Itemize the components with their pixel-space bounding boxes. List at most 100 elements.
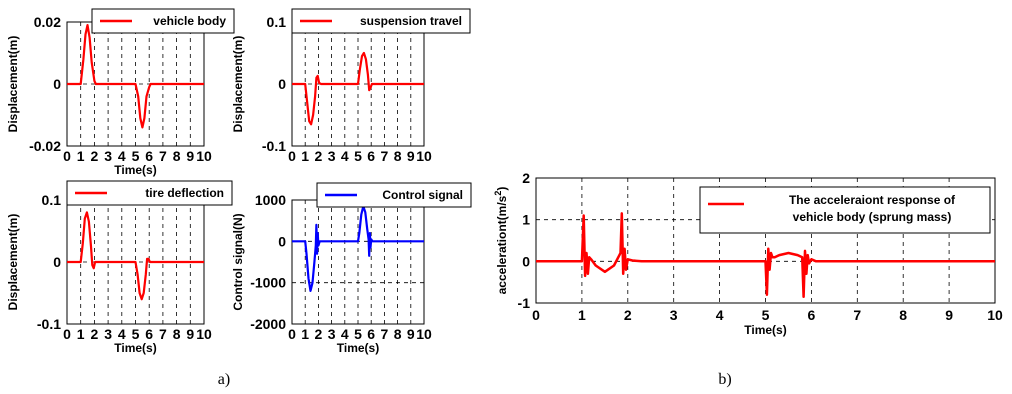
chart-panel-a-top-right: 0 1 2 3 4 5 6 7 8 9 10-0.100.1Displacement(m)suspe… <box>231 8 471 164</box>
x-tick-label: 1 <box>301 326 309 342</box>
x-tick-label: 5 <box>762 307 770 323</box>
y-tick-label: 0.1 <box>267 14 287 30</box>
legend-label: The acceleraiont response of <box>789 193 956 207</box>
y-tick-label: -0.1 <box>37 316 61 332</box>
x-tick-label: 2 <box>624 307 632 323</box>
y-tick-label: 1 <box>522 212 530 228</box>
x-axis-label: Time(s) <box>744 323 786 337</box>
x-tick-label: 4 <box>341 326 349 342</box>
legend: suspension travel <box>291 8 471 34</box>
y-tick-label: 1000 <box>255 192 286 208</box>
y-tick-label: -1 <box>518 295 531 311</box>
x-tick-label: 8 <box>394 326 402 342</box>
x-tick-label: 4 <box>341 148 349 164</box>
y-tick-label: 0 <box>278 76 286 92</box>
x-tick-label: 9 <box>186 326 194 342</box>
x-tick-label: 0 <box>63 326 71 342</box>
legend-label: suspension travel <box>360 14 462 28</box>
x-axis-label: Time(s) <box>114 163 156 177</box>
legend-label: vehicle body <box>153 14 226 28</box>
chart-panel-a-bottom-left: 0 1 2 3 4 5 6 7 8 9 10-0.100.1Time(s)Displacement(… <box>6 180 233 355</box>
y-axis-label: Displacement(m) <box>231 36 245 133</box>
x-tick-label: 7 <box>159 326 167 342</box>
x-tick-label: 1 <box>301 148 309 164</box>
series-line-1 <box>292 205 424 292</box>
chart-panel-a-top-left: 0 1 2 3 4 5 6 7 8 9 10-0.0200.02Time(s)Displacemen… <box>6 8 235 177</box>
series-line-1 <box>67 24 204 129</box>
legend: tire deflection <box>66 180 233 206</box>
legend: vehicle body <box>91 8 235 34</box>
chart-panel-a-bottom-right: 0 1 2 3 4 5 6 7 8 9 10-2000-100001000Time(s)Contro… <box>231 182 472 355</box>
x-tick-label: 9 <box>407 326 415 342</box>
x-tick-label: 4 <box>118 148 126 164</box>
legend-label: Control signal <box>382 188 463 202</box>
x-tick-label: 0 <box>532 307 540 323</box>
y-tick-label: 0 <box>53 76 61 92</box>
x-tick-label: 6 <box>145 326 153 342</box>
x-tick-label: 2 <box>91 148 99 164</box>
x-tick-label: 9 <box>407 148 415 164</box>
x-tick-label: 8 <box>173 326 181 342</box>
x-tick-label: 2 <box>315 148 323 164</box>
caption-a: a) <box>218 371 230 388</box>
x-tick-label: 7 <box>853 307 861 323</box>
x-tick-label: 6 <box>145 148 153 164</box>
legend-label: tire deflection <box>145 186 224 200</box>
legend: Control signal <box>316 182 472 208</box>
x-tick-label: 2 <box>315 326 323 342</box>
y-tick-label: -2000 <box>250 316 286 332</box>
y-tick-label: -0.02 <box>29 138 61 154</box>
x-tick-label: 10 <box>196 148 212 164</box>
x-tick-label: 7 <box>159 148 167 164</box>
x-tick-label: 5 <box>132 148 140 164</box>
x-tick-label: 3 <box>104 148 112 164</box>
y-tick-label: 0 <box>53 254 61 270</box>
x-tick-label: 10 <box>416 148 432 164</box>
x-tick-label: 6 <box>367 326 375 342</box>
x-tick-label: 2 <box>91 326 99 342</box>
x-tick-label: 1 <box>578 307 586 323</box>
x-tick-label: 1 <box>77 326 85 342</box>
y-tick-label: -1000 <box>250 275 286 291</box>
x-tick-label: 9 <box>945 307 953 323</box>
y-tick-label: -0.1 <box>262 138 286 154</box>
x-tick-label: 1 <box>77 148 85 164</box>
x-tick-label: 7 <box>381 326 389 342</box>
x-tick-label: 3 <box>104 326 112 342</box>
x-tick-label: 5 <box>354 326 362 342</box>
x-tick-label: 8 <box>394 148 402 164</box>
x-tick-label: 10 <box>416 326 432 342</box>
y-tick-label: 0.1 <box>42 192 62 208</box>
y-tick-label: 0 <box>522 253 530 269</box>
x-tick-label: 8 <box>173 148 181 164</box>
x-tick-label: 5 <box>132 326 140 342</box>
x-tick-label: 8 <box>899 307 907 323</box>
x-tick-label: 3 <box>328 326 336 342</box>
x-tick-label: 7 <box>381 148 389 164</box>
y-axis-label: accelerationt(m/s2) <box>493 187 509 295</box>
x-tick-label: 4 <box>716 307 724 323</box>
legend: The acceleraiont response of vehicle body… <box>699 186 991 234</box>
x-tick-label: 5 <box>354 148 362 164</box>
x-tick-label: 3 <box>328 148 336 164</box>
y-tick-label: 0.02 <box>34 14 61 30</box>
x-axis-label: Time(s) <box>114 341 156 355</box>
caption-b: b) <box>718 371 731 388</box>
x-tick-label: 6 <box>808 307 816 323</box>
legend-box <box>699 186 991 234</box>
x-tick-label: 0 <box>63 148 71 164</box>
x-tick-label: 10 <box>987 307 1003 323</box>
x-tick-label: 3 <box>670 307 678 323</box>
x-tick-label: 0 <box>288 148 296 164</box>
legend-label: vehicle body (sprung mass) <box>793 210 952 224</box>
x-axis-label: Time(s) <box>337 341 379 355</box>
series-line-1 <box>67 211 204 301</box>
y-axis-label: Control signal(N) <box>231 213 245 310</box>
y-tick-label: 2 <box>522 170 530 186</box>
y-axis-label: Displacement(m) <box>6 36 20 133</box>
x-tick-label: 9 <box>186 148 194 164</box>
x-tick-label: 6 <box>367 148 375 164</box>
x-tick-label: 10 <box>196 326 212 342</box>
legend-box <box>291 8 471 34</box>
